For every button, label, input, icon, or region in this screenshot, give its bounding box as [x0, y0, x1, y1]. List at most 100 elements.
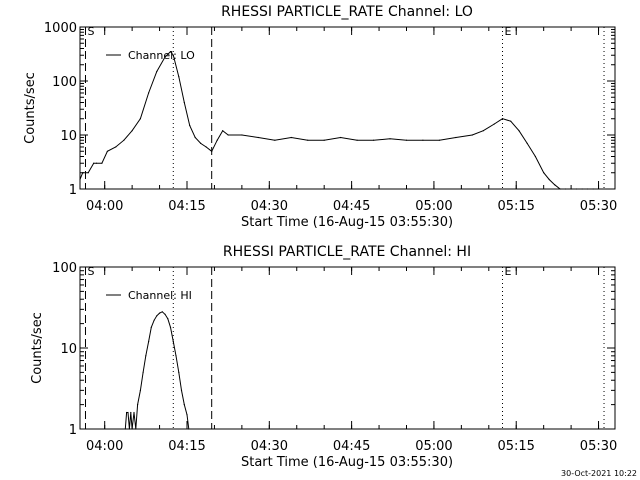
series-line-0 [79, 50, 594, 190]
data-point [95, 162, 98, 164]
series-layer [124, 311, 190, 430]
tick-labels: 04:00 04:15 04:30 04:45 05:00 05:15 05:30 1 10 10… [44, 21, 617, 214]
data-point [156, 315, 158, 317]
data-point [139, 389, 141, 391]
data-point [554, 184, 556, 186]
series-layer [79, 50, 594, 190]
legend-entry: Channel: LO [128, 49, 195, 62]
data-point [482, 130, 484, 132]
data-point [548, 178, 550, 181]
y-tick-label: 10 [60, 129, 77, 144]
data-point [389, 138, 391, 140]
data-point [82, 172, 84, 174]
plot-frame [79, 266, 616, 430]
data-point [145, 355, 147, 357]
data-point [222, 130, 224, 132]
data-point [216, 139, 218, 141]
x-tick-label: 05:00 [415, 439, 452, 454]
data-point [373, 139, 375, 141]
data-point [172, 341, 174, 343]
data-point [205, 146, 207, 148]
data-point [307, 139, 309, 141]
y-tick-label: 100 [52, 261, 77, 276]
data-point [106, 150, 108, 152]
data-point [148, 92, 150, 94]
marker-label: S [87, 265, 94, 278]
data-point [178, 371, 180, 373]
data-point [510, 120, 512, 122]
data-point [167, 318, 169, 320]
legend-entry: Channel: HI [128, 289, 192, 302]
y-axis-label: Counts/sec [23, 72, 38, 144]
data-point [148, 341, 150, 343]
data-point [323, 139, 325, 141]
y-tick-label: 10 [60, 342, 77, 357]
data-point [156, 70, 158, 73]
data-point [126, 411, 128, 414]
marker-label: E [505, 25, 512, 38]
x-axis-label: Start Time (16-Aug-15 03:55:30) [241, 455, 453, 470]
y-tick-label: 1000 [44, 21, 77, 36]
data-point [180, 389, 183, 391]
data-point [164, 56, 166, 58]
data-point [101, 162, 103, 164]
data-point [455, 136, 457, 139]
data-point [93, 162, 95, 164]
tick-labels: 04:00 04:15 04:30 04:45 05:00 05:15 05:30 1 10 10… [52, 261, 617, 454]
data-point [526, 142, 528, 144]
data-point [189, 124, 191, 127]
data-point [175, 355, 177, 357]
data-point [438, 139, 440, 141]
marker-label: S [87, 25, 94, 38]
data-point [227, 134, 229, 136]
x-tick-label: 05:15 [497, 199, 534, 214]
x-tick-label: 04:45 [333, 199, 370, 214]
data-point [183, 404, 185, 406]
data-point [115, 146, 117, 148]
data-point [211, 150, 213, 152]
data-point [153, 319, 155, 321]
x-tick-label: 04:15 [168, 199, 205, 214]
x-tick-label: 05:30 [580, 199, 617, 214]
data-point [493, 123, 495, 125]
x-tick-label: 05:30 [580, 439, 617, 454]
plot-frame [79, 26, 616, 190]
data-point [133, 411, 135, 414]
series-line-0 [124, 311, 190, 430]
marker-label: E [505, 265, 512, 278]
x-tick-label: 05:00 [415, 199, 452, 214]
data-point [501, 118, 504, 120]
data-point [194, 136, 196, 139]
data-point [518, 130, 520, 132]
data-point [340, 136, 342, 139]
data-point [471, 134, 473, 136]
data-point [139, 118, 141, 120]
data-point [356, 139, 358, 141]
data-point [169, 51, 172, 53]
data-point [142, 371, 144, 373]
footer-timestamp: 30-Oct-2021 10:22 [561, 469, 637, 478]
x-tick-label: 04:00 [86, 439, 123, 454]
x-axis-label: Start Time (16-Aug-15 03:55:30) [241, 215, 453, 230]
data-point [161, 311, 163, 313]
data-point [87, 172, 89, 174]
data-point [534, 155, 537, 158]
data-point [137, 404, 139, 406]
data-point [405, 139, 408, 141]
x-tick-label: 04:15 [168, 439, 205, 454]
data-point [200, 142, 202, 144]
data-point [183, 101, 185, 104]
y-tick-label: 1 [69, 183, 77, 198]
x-tick-label: 04:30 [251, 199, 288, 214]
legend: Channel: LO [106, 49, 195, 62]
panel-hi: RHESSI PARTICLE_RATE Channel: HI Counts/… [30, 244, 617, 470]
data-point [172, 54, 174, 56]
x-tick-label: 04:30 [251, 439, 288, 454]
data-point [178, 76, 180, 78]
x-tick-label: 05:15 [497, 439, 534, 454]
y-axis-label: Counts/sec [30, 312, 45, 384]
data-point [150, 326, 152, 328]
